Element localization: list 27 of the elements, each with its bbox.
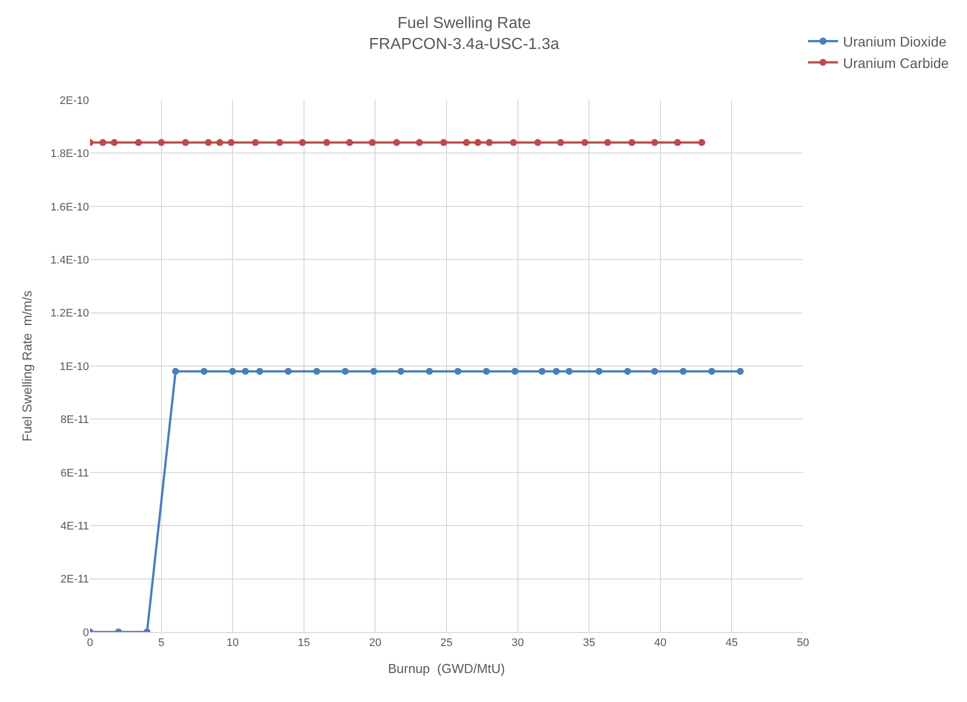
y-tick-label: 1.4E-10	[50, 254, 89, 266]
x-tick-label: 30	[512, 637, 524, 650]
y-tick-label: 4E-11	[60, 520, 89, 532]
y-tick-label: 1.8E-10	[50, 148, 89, 160]
x-tick-label: 5	[158, 637, 164, 650]
y-axis-title: Fuel Swelling Rate m/m/s	[19, 290, 34, 442]
x-tick-label: 35	[582, 637, 596, 650]
x-tick-label: 50	[796, 637, 810, 650]
x-tick-label: 25	[440, 637, 453, 650]
chart-title: Fuel Swelling Rate	[397, 15, 531, 32]
y-tick-label: 2E-11	[60, 574, 89, 586]
chart-subtitle: FRAPCON-3.4a-USC-1.3a	[369, 36, 560, 53]
y-tick-label: 2E-10	[60, 94, 89, 107]
x-tick-label: 15	[298, 637, 310, 650]
x-tick-label: 40	[654, 637, 667, 650]
x-axis-title: Burnup (GWD/MtU)	[388, 660, 506, 676]
x-tick-label: 10	[226, 637, 239, 650]
y-tick-label: 1.2E-10	[50, 308, 89, 320]
y-tick-label: 6E-11	[60, 467, 89, 480]
y-tick-label: 1E-10	[60, 360, 89, 373]
x-tick-label: 20	[369, 637, 382, 650]
x-tick-label: 45	[726, 637, 738, 650]
legend-label: Uranium Dioxide	[843, 34, 947, 50]
y-tick-label: 8E-11	[60, 414, 89, 426]
legend-label: Uranium Carbide	[843, 54, 950, 71]
y-tick-label: 1.6E-10	[50, 201, 89, 214]
y-tick-label: 0	[82, 626, 89, 639]
